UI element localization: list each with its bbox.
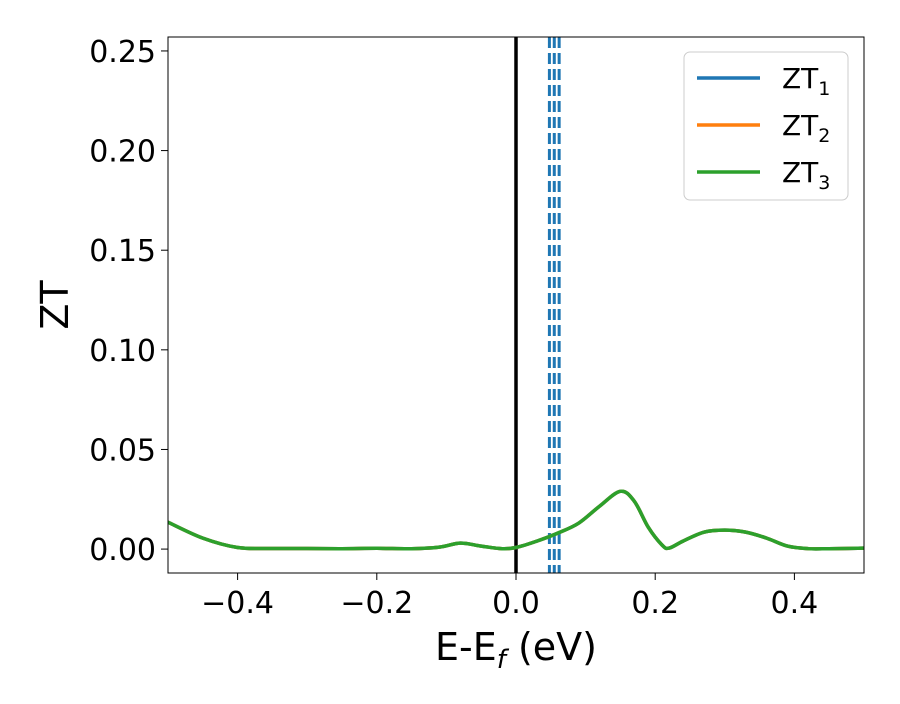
legend-label-subscript: 3 bbox=[818, 172, 830, 194]
legend-label: ZT3 bbox=[782, 156, 830, 194]
legend-label-main: ZT bbox=[782, 109, 819, 142]
legend-label-main: ZT bbox=[782, 62, 819, 95]
legend-label: ZT2 bbox=[782, 109, 830, 147]
x-tick-label: −0.2 bbox=[340, 586, 413, 621]
legend-label-subscript: 1 bbox=[818, 78, 830, 100]
series-lines bbox=[168, 489, 864, 551]
y-tick-label: 0.25 bbox=[89, 35, 156, 70]
legend-frame bbox=[683, 51, 849, 201]
legend-label-subscript: 2 bbox=[818, 125, 830, 147]
y-axis-label: ZT bbox=[33, 280, 77, 330]
y-axis-ticks: 0.00 0.05 0.10 0.15 0.20 0.25 bbox=[89, 35, 168, 568]
x-tick-label: −0.4 bbox=[201, 586, 274, 621]
y-tick-label: 0.15 bbox=[89, 234, 156, 269]
x-axis-ticks: −0.4 −0.2 0.0 0.2 0.4 bbox=[201, 573, 818, 621]
legend-label-main: ZT bbox=[782, 156, 819, 189]
x-axis-label-unit: (eV) bbox=[506, 625, 597, 669]
y-tick-label: 0.05 bbox=[89, 433, 156, 468]
legend-label: ZT1 bbox=[782, 62, 830, 100]
x-tick-label: 0.0 bbox=[492, 586, 540, 621]
x-tick-label: 0.4 bbox=[771, 586, 819, 621]
x-axis-label: E-Ef (eV) bbox=[435, 625, 597, 675]
series-line-zt3 bbox=[168, 489, 864, 551]
y-tick-label: 0.10 bbox=[89, 334, 156, 369]
y-tick-label: 0.20 bbox=[89, 135, 156, 170]
x-tick-label: 0.2 bbox=[631, 586, 679, 621]
x-axis-label-main: E-E bbox=[435, 625, 497, 669]
y-tick-label: 0.00 bbox=[89, 533, 156, 568]
reference-lines bbox=[514, 37, 561, 573]
